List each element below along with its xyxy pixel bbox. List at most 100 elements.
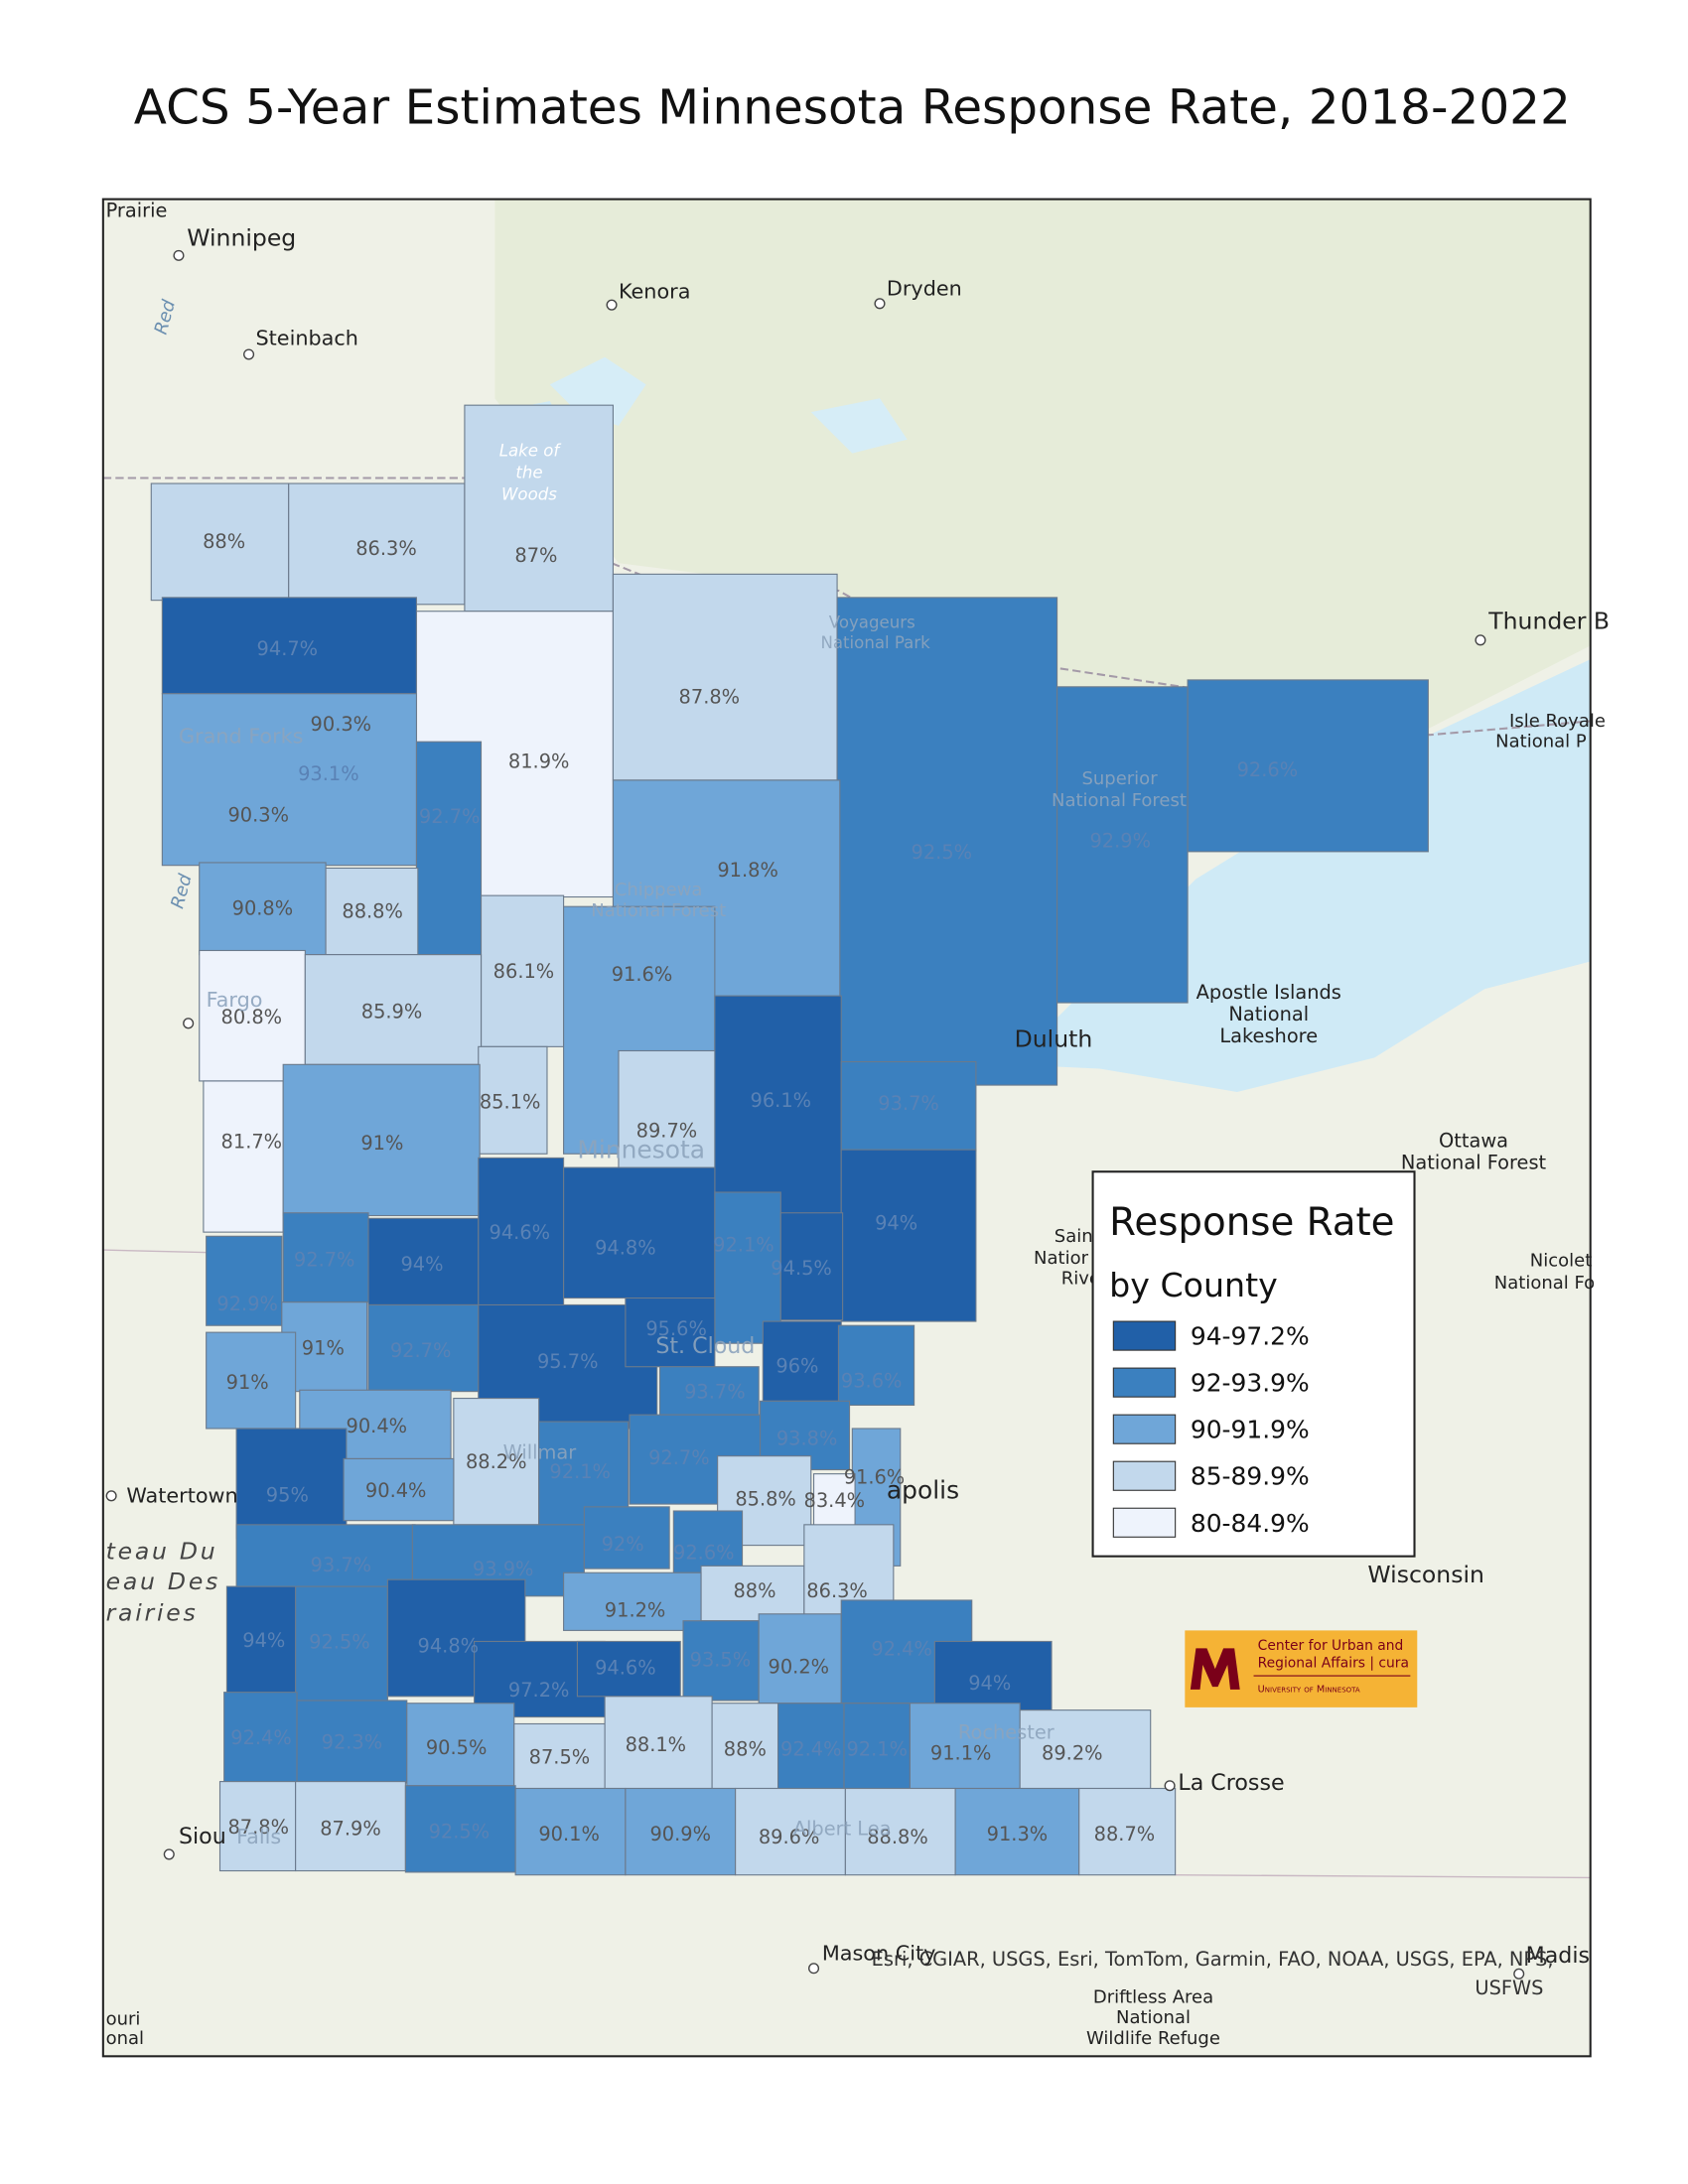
county xyxy=(406,1703,515,1787)
county-label: 88% xyxy=(733,1579,775,1602)
legend-items: 94-97.2% 92-93.9% 90-91.9% 85-89.9% 80-84.9% xyxy=(1112,1320,1310,1538)
place-label: teau Du xyxy=(106,1537,218,1565)
legend-label: 85-89.9% xyxy=(1191,1462,1310,1491)
county-label: 88.8% xyxy=(342,899,403,922)
county xyxy=(583,1506,670,1570)
place-label: apolis xyxy=(887,1476,959,1505)
legend-swatch xyxy=(1112,1460,1177,1491)
county-label: 94.8% xyxy=(418,1635,480,1658)
county-label: 92.7% xyxy=(390,1339,452,1362)
county-label: 91.2% xyxy=(605,1599,666,1622)
county-label: 90.1% xyxy=(538,1823,600,1845)
place-label: Albert Lea xyxy=(793,1818,892,1841)
county xyxy=(837,1324,915,1407)
place-label: Grand Forks xyxy=(179,725,304,749)
place-label: Ottawa xyxy=(1439,1129,1508,1152)
place-label: Dryden xyxy=(887,276,962,300)
city-dot xyxy=(1513,1968,1525,1979)
county xyxy=(1019,1709,1152,1790)
legend-label: 92-93.9% xyxy=(1191,1369,1310,1398)
county-label: 90.2% xyxy=(769,1655,830,1678)
county-label: 86.1% xyxy=(493,960,555,983)
place-label: ouri xyxy=(106,2009,141,2030)
logo-text: Center for Urban and xyxy=(1258,1638,1404,1654)
county xyxy=(933,1640,1053,1711)
place-label: Lake of xyxy=(499,441,562,460)
legend-swatch xyxy=(1112,1320,1177,1351)
county-label: 94.5% xyxy=(771,1257,832,1280)
place-label: rairies xyxy=(106,1599,199,1627)
place-label: Wildlife Refuge xyxy=(1086,2028,1220,2049)
legend-swatch xyxy=(1112,1367,1177,1398)
county xyxy=(304,954,483,1065)
county-label: 92.6% xyxy=(673,1541,735,1564)
county-label: 88% xyxy=(724,1737,767,1760)
logo-text: University of Minnesota xyxy=(1258,1685,1360,1696)
county xyxy=(1187,679,1429,853)
county xyxy=(282,1063,481,1217)
county xyxy=(909,1703,1021,1790)
place-label: Chippewa xyxy=(615,880,703,900)
county-label: 91.6% xyxy=(844,1465,906,1488)
county-label: 87% xyxy=(514,544,557,567)
city-dot xyxy=(105,1490,117,1502)
county xyxy=(203,1080,284,1233)
place-label: Nicolet xyxy=(1530,1251,1592,1272)
county-label: 87.9% xyxy=(320,1818,381,1841)
county xyxy=(563,1571,702,1631)
county xyxy=(367,1217,480,1306)
county-label: 93.7% xyxy=(684,1381,746,1404)
county-label: 87.8% xyxy=(227,1816,289,1839)
county-label: 90.3% xyxy=(227,803,289,826)
county-label: 91.3% xyxy=(987,1823,1049,1845)
county-label: 88.2% xyxy=(466,1450,527,1473)
county-label: 92.5% xyxy=(429,1820,491,1843)
county-label: 87.5% xyxy=(529,1746,591,1769)
place-label: Lakeshore xyxy=(1219,1024,1318,1047)
logo: Center for Urban and Regional Affairs | … xyxy=(1185,1630,1418,1707)
county-label: 92% xyxy=(602,1533,644,1556)
county-label: 92.9% xyxy=(216,1293,278,1315)
county xyxy=(235,1428,348,1540)
place-label: Rochester xyxy=(958,1721,1055,1744)
place-label: National Forest xyxy=(591,900,726,921)
legend-label: 94-97.2% xyxy=(1191,1322,1310,1351)
county xyxy=(836,597,1058,1086)
county-label: 88.8% xyxy=(867,1826,928,1848)
place-label: Fargo xyxy=(207,988,263,1012)
county-label: 94% xyxy=(875,1211,917,1234)
county-label: 93.8% xyxy=(776,1428,838,1450)
place-label: Superior xyxy=(1081,768,1158,789)
county xyxy=(404,1785,516,1873)
place-label: Apostle Islands xyxy=(1196,981,1341,1004)
county-label: 92.3% xyxy=(322,1730,383,1753)
legend-title: Response Rate xyxy=(1109,1200,1394,1245)
county xyxy=(563,1166,716,1299)
title: ACS 5-Year Estimates Minnesota Response … xyxy=(134,80,1571,136)
city-dot xyxy=(1164,1780,1176,1792)
county xyxy=(758,1613,842,1705)
city-dot xyxy=(243,348,255,360)
county-label: 81.7% xyxy=(221,1131,283,1154)
county xyxy=(513,1722,609,1790)
place-label: the xyxy=(515,464,542,482)
county xyxy=(840,1061,977,1153)
county-label: 87.8% xyxy=(679,685,741,708)
county-label: 88.7% xyxy=(1094,1823,1156,1845)
county xyxy=(415,741,483,956)
place-label: Rive xyxy=(1061,1269,1100,1290)
county-label: 93.6% xyxy=(841,1369,903,1392)
county-label: 92.5% xyxy=(309,1630,370,1653)
city-dot xyxy=(874,298,886,310)
county xyxy=(714,995,842,1217)
place-label: onal xyxy=(106,2028,144,2049)
county-label: 89.2% xyxy=(1042,1741,1103,1764)
county-label: 90.8% xyxy=(232,897,294,920)
county xyxy=(711,1703,779,1790)
place-label: Willmar xyxy=(503,1440,577,1463)
county xyxy=(296,1700,408,1784)
county-label: 96.1% xyxy=(751,1089,812,1112)
county-label: 89.7% xyxy=(636,1120,698,1143)
